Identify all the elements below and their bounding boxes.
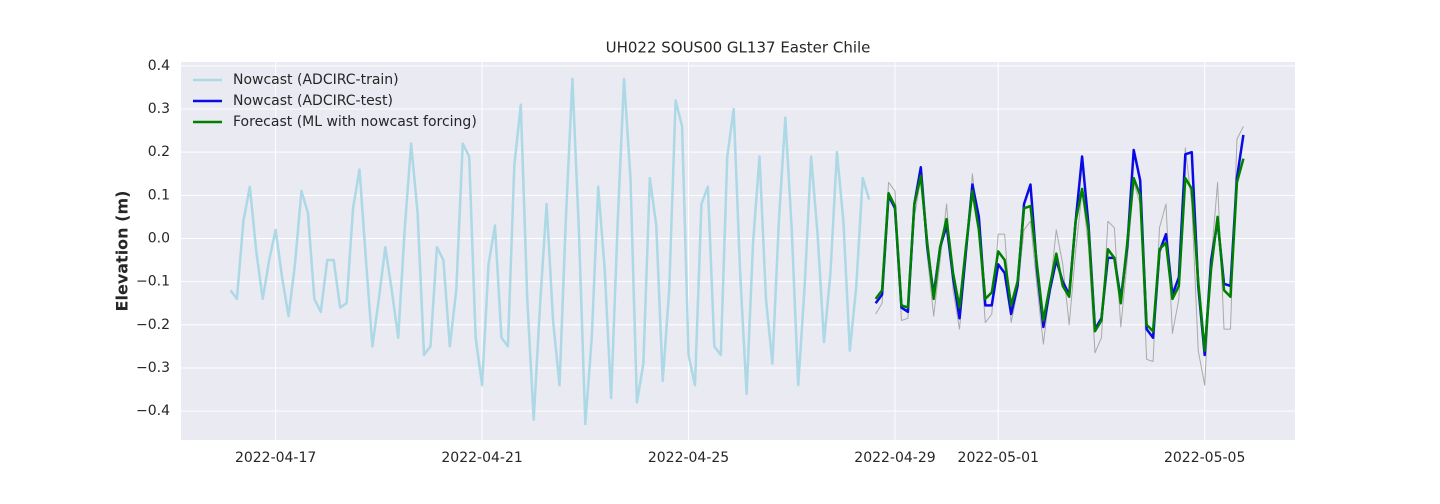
y-tick-label: 0.2 <box>148 144 170 160</box>
legend-label: Forecast (ML with nowcast forcing) <box>233 114 477 130</box>
y-axis-label: Elevation (m) <box>113 191 132 312</box>
y-tick-label: −0.1 <box>136 274 170 290</box>
y-tick-label: 0.3 <box>148 101 170 117</box>
x-tick-label: 2022-04-29 <box>854 450 935 466</box>
x-tick-label: 2022-05-05 <box>1164 450 1245 466</box>
y-tick-label: 0.1 <box>148 187 170 203</box>
x-tick-label: 2022-04-21 <box>441 450 522 466</box>
line <box>229 77 871 426</box>
line <box>874 158 1245 352</box>
x-tick-label: 2022-05-01 <box>958 450 1039 466</box>
chart-title: UH022 SOUS00 GL137 Easter Chile <box>606 39 871 57</box>
legend-label: Nowcast (ADCIRC-train) <box>233 72 399 88</box>
legend: Nowcast (ADCIRC-train) Nowcast (ADCIRC-te… <box>193 72 477 130</box>
y-tick-label: 0.0 <box>148 230 170 246</box>
y-tick-label: −0.3 <box>136 360 170 376</box>
y-tick-label: −0.4 <box>136 403 170 419</box>
x-tick-label: 2022-04-17 <box>235 450 316 466</box>
legend-label: Nowcast (ADCIRC-test) <box>233 93 393 109</box>
y-tick-label: 0.4 <box>148 58 170 74</box>
y-tick-label: −0.2 <box>136 317 170 333</box>
x-tick-label: 2022-04-25 <box>648 450 729 466</box>
